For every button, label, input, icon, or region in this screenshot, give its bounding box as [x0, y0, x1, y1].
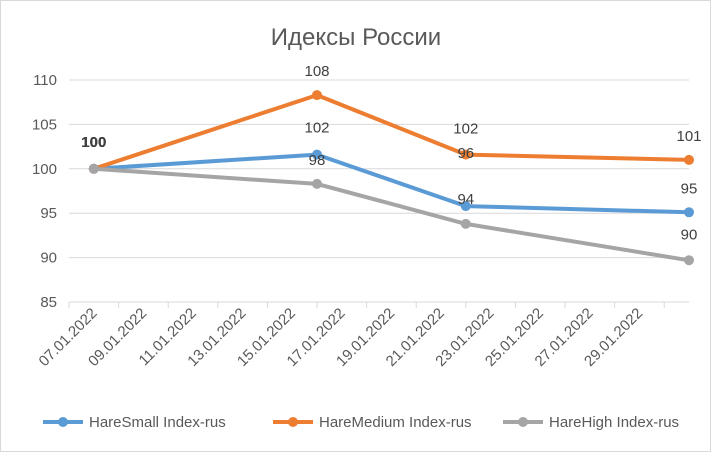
data-point — [312, 149, 322, 160]
legend-label: HareSmall Index-rus — [89, 414, 226, 431]
data-label: 100 — [81, 134, 106, 151]
y-tick-label: 105 — [32, 116, 57, 133]
data-label: 95 — [681, 180, 698, 197]
series-line — [91, 152, 691, 215]
data-point — [684, 207, 694, 218]
y-tick-label: 95 — [40, 205, 57, 222]
data-point — [312, 90, 322, 101]
data-point — [684, 154, 694, 165]
data-point — [312, 178, 322, 189]
data-label: 102 — [453, 121, 478, 138]
data-label: 100 — [81, 134, 106, 151]
data-label: 90 — [681, 226, 698, 243]
data-label: 94 — [457, 191, 474, 208]
data-label: 98 — [309, 152, 326, 169]
legend-marker — [288, 417, 298, 427]
legend-marker — [518, 417, 528, 427]
data-label: 101 — [676, 128, 701, 145]
y-tick-label: 90 — [40, 250, 57, 267]
y-tick-label: 110 — [33, 72, 57, 89]
legend-label: HareMedium Index-rus — [319, 414, 472, 431]
data-label: 100 — [81, 134, 106, 151]
legend-marker — [58, 417, 68, 427]
data-point — [460, 149, 471, 160]
data-point — [460, 218, 471, 229]
y-tick-label: 100 — [32, 161, 57, 178]
data-point — [88, 163, 99, 174]
data-label: 96 — [457, 145, 474, 162]
series-line — [91, 166, 691, 263]
data-label: 102 — [304, 120, 329, 137]
chart-title: Идексы России — [271, 24, 441, 51]
y-tick-label: 85 — [40, 294, 57, 311]
data-label: 108 — [304, 63, 329, 80]
series-line — [91, 93, 691, 171]
data-point — [684, 255, 694, 266]
data-point — [460, 201, 471, 212]
legend-label: HareHigh Index-rus — [549, 414, 679, 431]
